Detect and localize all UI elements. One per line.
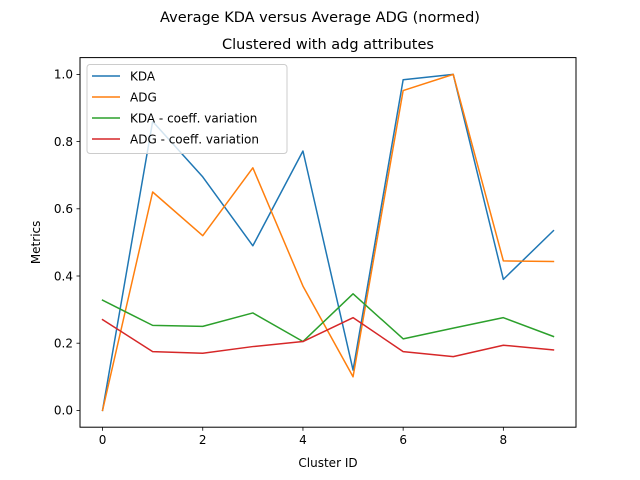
x-tick-label: 0 (99, 433, 107, 447)
y-tick-label: 0.4 (54, 269, 73, 283)
x-tick-label: 6 (399, 433, 407, 447)
x-tick-label: 8 (500, 433, 508, 447)
x-axis-ticks: 0 2 4 6 8 (99, 427, 507, 447)
y-tick-label: 0.0 (54, 404, 73, 418)
series-line-2 (101, 293, 555, 343)
y-tick-label: 0.2 (54, 337, 73, 351)
x-tick-label: 4 (299, 433, 307, 447)
series-line-3 (101, 316, 555, 358)
y-axis-label: Metrics (29, 221, 43, 265)
legend-label-0: KDA (130, 69, 156, 83)
x-tick-label: 2 (199, 433, 207, 447)
legend-label-1: ADG (130, 90, 157, 104)
legend-label-3: ADG - coeff. variation (130, 132, 259, 146)
chart-title: Clustered with adg attributes (222, 37, 434, 53)
legend: KDA ADG KDA - coeff. variation ADG - coeff.… (86, 64, 288, 154)
y-tick-label: 1.0 (54, 68, 73, 82)
plot-frame (79, 57, 577, 428)
y-axis-ticks: 0.0 0.2 0.4 0.6 0.8 1.0 (54, 68, 80, 418)
chart-suptitle: Average KDA versus Average ADG (normed) (160, 10, 480, 26)
legend-label-2: KDA - coeff. variation (130, 111, 257, 125)
series-line-1 (101, 73, 555, 412)
x-axis-label: Cluster ID (298, 456, 357, 470)
y-tick-label: 0.6 (54, 202, 73, 216)
legend-box (86, 64, 288, 154)
y-tick-label: 0.8 (54, 135, 73, 149)
